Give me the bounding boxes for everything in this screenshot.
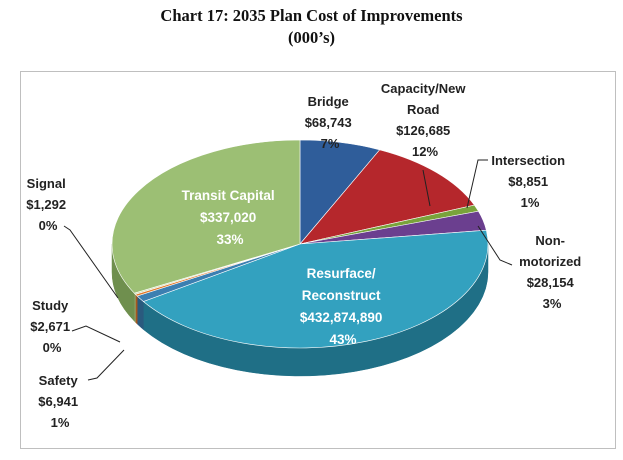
label-safety-value: $6,941	[38, 394, 78, 409]
label-intersection: Intersection $8,851 1%	[491, 153, 568, 210]
leader-nonmotorized	[477, 225, 513, 266]
chart-subtitle: (000’s)	[287, 28, 336, 47]
label-nonmotorized: Non- motorized $28,154 3%	[519, 233, 585, 311]
label-signal-name: Signal	[27, 176, 66, 191]
leader-lines	[63, 159, 513, 381]
label-nonmotorized-name-2: motorized	[519, 254, 581, 269]
label-capacity-name-2: Road	[407, 102, 440, 117]
label-transit-pct: 33%	[216, 232, 243, 247]
leader-capacity	[422, 169, 431, 207]
label-intersection-value: $8,851	[508, 174, 548, 189]
label-nonmotorized-value: $28,154	[527, 275, 575, 290]
label-resurface-name-2: Reconstruct	[302, 288, 381, 303]
label-safety-pct: 1%	[51, 415, 70, 430]
label-bridge-value: $68,743	[305, 115, 352, 130]
pie-side-study	[135, 293, 138, 325]
label-bridge-pct: 7%	[321, 136, 340, 151]
label-resurface: Resurface/ Reconstruct $432,874,890 43%	[300, 266, 386, 347]
label-bridge: Bridge $68,743 7%	[305, 94, 356, 151]
label-transit: Transit Capital $337,020 33%	[182, 188, 279, 247]
label-intersection-name: Intersection	[491, 153, 565, 168]
label-signal-pct: 0%	[39, 218, 58, 233]
label-resurface-name-1: Resurface/	[307, 266, 376, 281]
label-transit-name: Transit Capital	[182, 188, 275, 203]
label-safety: Safety $6,941 1%	[38, 373, 81, 430]
chart-title: Chart 17: 2035 Plan Cost of Improvements	[160, 6, 463, 25]
leader-study	[71, 325, 121, 343]
leader-intersection	[466, 159, 488, 209]
label-study-value: $2,671	[30, 319, 70, 334]
leader-safety	[87, 349, 125, 381]
label-capacity: Capacity/New Road $126,685 12%	[381, 81, 469, 159]
label-study-pct: 0%	[43, 340, 62, 355]
label-safety-name: Safety	[39, 373, 79, 388]
label-study-name: Study	[32, 298, 69, 313]
label-signal: Signal $1,292 0%	[26, 176, 69, 233]
label-capacity-name-1: Capacity/New	[381, 81, 466, 96]
label-study: Study $2,671 0%	[30, 298, 73, 355]
label-intersection-pct: 1%	[521, 195, 540, 210]
label-nonmotorized-pct: 3%	[543, 296, 562, 311]
label-capacity-pct: 12%	[412, 144, 438, 159]
slice-labels: Bridge $68,743 7% Capacity/New Road $126…	[26, 81, 585, 430]
label-bridge-name: Bridge	[308, 94, 349, 109]
label-nonmotorized-name-1: Non-	[535, 233, 565, 248]
pie-slice-transit	[111, 139, 301, 294]
pie-slice-resurface	[142, 229, 489, 349]
leader-signal	[63, 225, 119, 299]
label-resurface-pct: 43%	[329, 332, 356, 347]
label-transit-value: $337,020	[200, 210, 256, 225]
label-resurface-value: $432,874,890	[300, 310, 383, 325]
chart-frame	[20, 71, 616, 449]
pie-slice-capacity	[299, 149, 475, 245]
label-signal-value: $1,292	[26, 197, 66, 212]
label-capacity-value: $126,685	[396, 123, 450, 138]
